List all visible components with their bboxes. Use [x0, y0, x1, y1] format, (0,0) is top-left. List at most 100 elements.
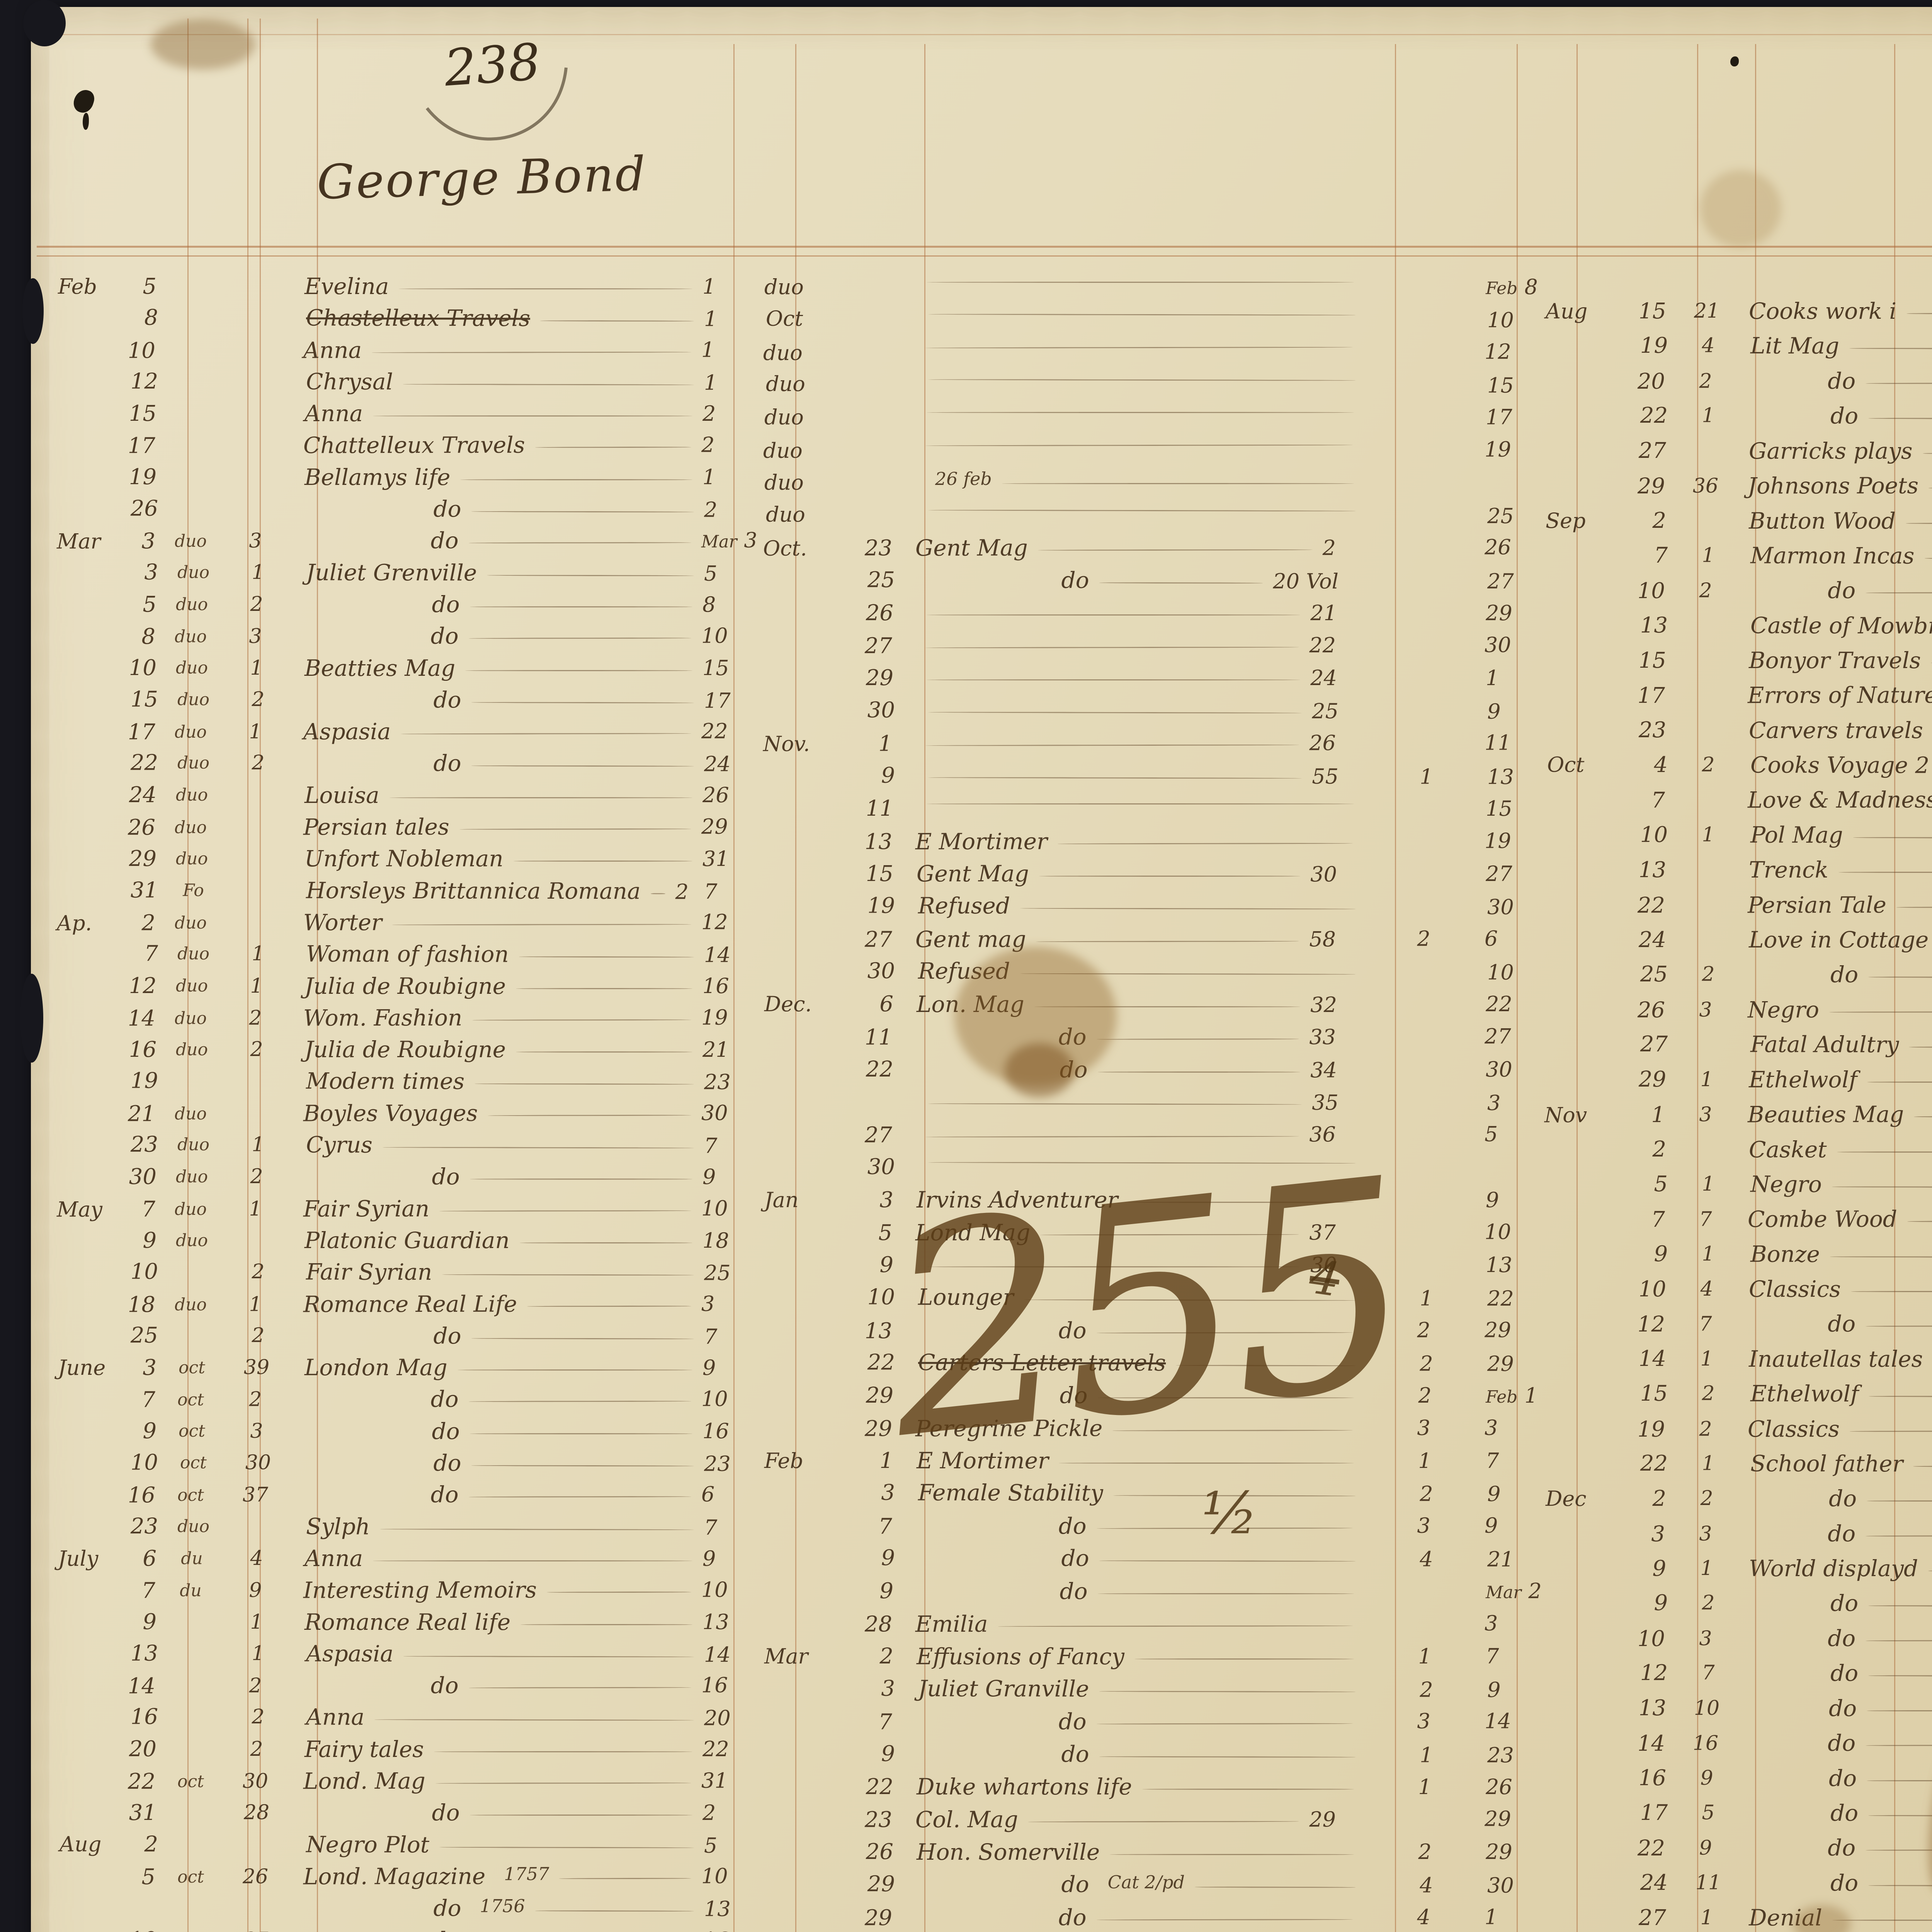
- volume-number: 30: [223, 1451, 293, 1474]
- entry-day: 29: [1638, 473, 1665, 498]
- volume-number: 11: [1679, 1871, 1737, 1894]
- return-day: 29: [701, 814, 728, 838]
- return-date-cell: 12: [701, 910, 763, 934]
- ditto-dash-line: [468, 542, 692, 544]
- ledger-row: 21 duo Boyles Voyages 30: [57, 1097, 763, 1129]
- title-cell: 26 feb: [903, 468, 1364, 493]
- entry-date-cell: 27: [763, 927, 902, 952]
- title-cell: do Cat 2/pd: [905, 1871, 1366, 1898]
- book-title: Classics: [1749, 1276, 1841, 1302]
- entry-date-cell: 16: [58, 1037, 162, 1062]
- return-date-cell: 1: [702, 274, 764, 299]
- book-title: Classics: [1748, 1416, 1840, 1442]
- ditto-mark: do: [1828, 1520, 1855, 1547]
- entry-date-cell: duo: [763, 438, 902, 463]
- title-cell: Trenck: [1736, 857, 1932, 883]
- title-cell: [902, 444, 1363, 451]
- title-cell: Gent Mag 30: [903, 861, 1364, 887]
- ditto-mark: do: [432, 1163, 460, 1190]
- title-cell: 30: [903, 1253, 1364, 1277]
- entry-date-cell: 13: [60, 1640, 163, 1666]
- ditto-mark: do: [1829, 1765, 1857, 1791]
- entry-date-cell: 17: [1544, 683, 1677, 709]
- return-date-cell: 22: [701, 719, 763, 743]
- return-day: 7: [704, 1324, 717, 1349]
- entry-date-cell: 9: [766, 1545, 905, 1571]
- ledger-row: Feb 1 E Mortimer 1 7: [764, 1444, 1546, 1477]
- ditto-dash-line: [1097, 1397, 1354, 1399]
- entry-day: 14: [1639, 1346, 1666, 1371]
- title-cell: Juliet Grenville: [293, 559, 704, 586]
- title-cell: do: [1735, 1625, 1932, 1651]
- book-title: Refused: [918, 893, 1010, 919]
- return-day: 22: [1486, 992, 1512, 1016]
- ledger-row: 291Ethelwolf2: [1546, 1062, 1932, 1097]
- return-date-cell: 26: [1485, 535, 1544, 559]
- ledger-row: 12 Chrysal 1: [60, 365, 766, 398]
- title-cell: Garricks plays: [1736, 438, 1932, 464]
- entry-day: 14: [1638, 1731, 1665, 1756]
- ledger-row: June 3 oct 39 London Mag 9: [58, 1352, 764, 1383]
- volume-number: 3: [1677, 998, 1735, 1022]
- return-day: 3: [744, 528, 757, 552]
- entry-date-cell: 5: [57, 1864, 161, 1889]
- entry-date-cell: 27: [1547, 1031, 1679, 1057]
- ditto-mark: do: [1829, 1485, 1857, 1512]
- entry-day: 23: [1639, 718, 1666, 743]
- ink-stain: [151, 19, 255, 70]
- return-day: 18: [702, 1228, 729, 1253]
- title-cell: do: [903, 1578, 1364, 1604]
- entry-date-cell: 15: [764, 861, 903, 886]
- title-cell: do: [291, 1418, 702, 1444]
- ledger-row: 16 oct 37 do 6: [57, 1478, 763, 1511]
- return-date-cell: 18: [702, 1228, 764, 1253]
- entry-date-cell: 7: [1544, 788, 1677, 813]
- ditto-dash-line: [389, 797, 692, 798]
- title-cell: Horsleys Brittannica Romana 2: [293, 877, 704, 904]
- ledger-row: 3 Juliet Granville 2 9: [766, 1672, 1547, 1706]
- entry-date-cell: Oct: [766, 306, 905, 331]
- title-cell: Negro: [1735, 996, 1932, 1023]
- return-day: 2: [1528, 1579, 1541, 1603]
- ledger-row: 2Casket7: [1546, 1132, 1932, 1167]
- volume-number: 1: [221, 720, 290, 743]
- entry-day: 15: [1640, 1381, 1668, 1406]
- ditto-mark: do: [1828, 368, 1855, 394]
- ditto-dash-line: [998, 1625, 1353, 1627]
- entry-day: 10: [1638, 578, 1665, 604]
- ditto-dash-line: [928, 313, 1356, 316]
- entry-day: 12: [129, 973, 156, 998]
- ledger-row: 30 duo 2 do 9: [58, 1161, 764, 1192]
- entry-date-cell: 9: [764, 1252, 903, 1277]
- return-date-cell: 15: [1486, 796, 1546, 821]
- volume-note: 58: [1309, 927, 1336, 951]
- return-day: 26: [1485, 535, 1511, 559]
- ledger-row: 19 Modern times 23: [60, 1065, 766, 1098]
- ledger-row: 16 duo 2 Julia de Roubigne 21: [58, 1034, 764, 1065]
- return-day: 3: [1487, 1090, 1500, 1115]
- format-note: duo: [162, 595, 222, 614]
- entry-day: 2: [141, 910, 155, 935]
- entry-day: 18: [128, 1292, 155, 1317]
- title-cell: [905, 313, 1366, 320]
- format-note: oct: [161, 1485, 221, 1505]
- format-note: duo: [161, 913, 221, 932]
- ditto-mark: do: [1061, 1545, 1089, 1571]
- entry-day: 5: [143, 592, 156, 617]
- ditto-dash-line: [1868, 1605, 1932, 1607]
- title-cell: Platonic Guardian: [291, 1227, 702, 1253]
- title-cell: [905, 379, 1366, 385]
- ledger-row: 8 Chastelleux Travels 1: [60, 301, 766, 335]
- return-date-cell: 2: [704, 497, 766, 522]
- title-cell: Effusions of Fancy: [903, 1643, 1364, 1670]
- return-date-cell: 10: [701, 623, 763, 648]
- return-day: 22: [701, 719, 728, 743]
- ditto-dash-line: [547, 1592, 692, 1593]
- ledger-row: May 7 duo 1 Fair Syrian 10: [57, 1192, 763, 1225]
- volume-count: 4: [1366, 1873, 1487, 1898]
- ledger-row: 27 22 30: [763, 629, 1544, 663]
- entry-day: 6: [143, 1546, 156, 1571]
- entry-day: 22: [128, 1769, 155, 1794]
